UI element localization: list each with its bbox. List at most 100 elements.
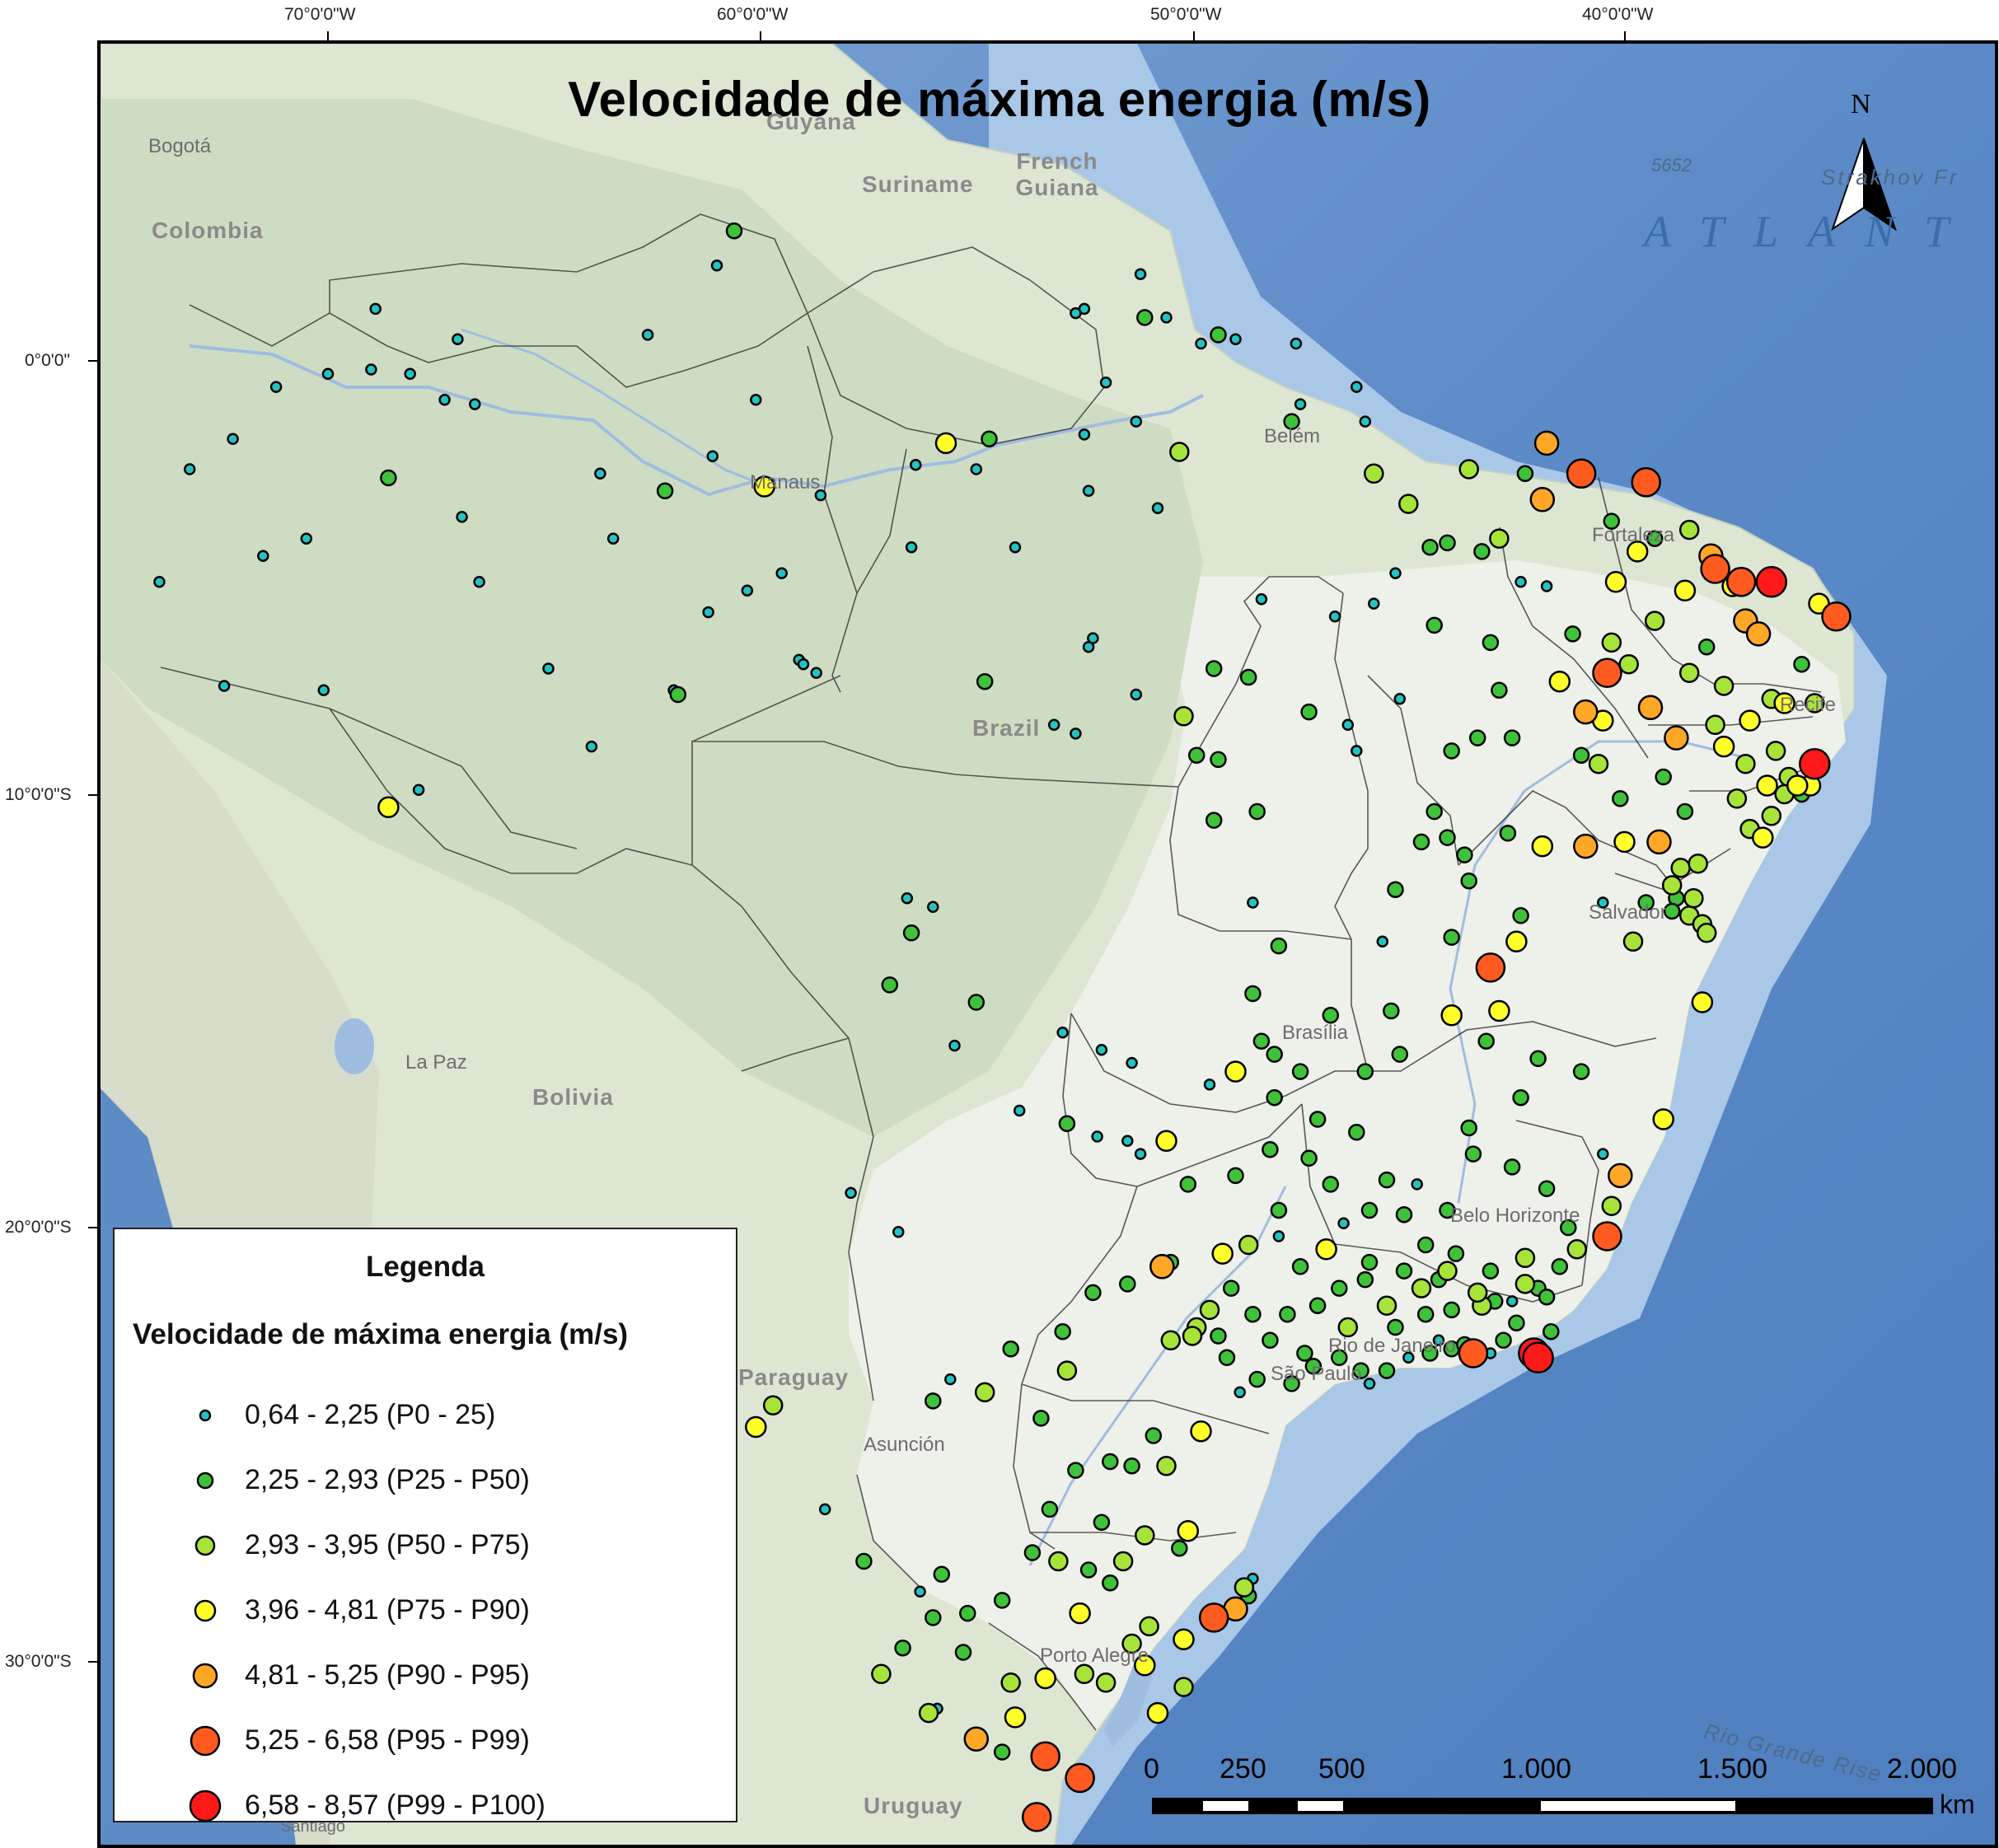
- station-marker: [881, 976, 899, 994]
- station-marker: [1573, 699, 1599, 725]
- lagoa-dos-patos: [1104, 1656, 1154, 1747]
- station-marker: [1021, 1802, 1052, 1832]
- station-marker: [1533, 430, 1560, 456]
- station-marker: [1160, 311, 1173, 324]
- station-marker: [1067, 1462, 1084, 1479]
- station-marker: [974, 1382, 995, 1403]
- legend-label: 4,81 - 5,25 (P90 - P95): [245, 1659, 530, 1691]
- station-marker: [745, 1415, 767, 1439]
- station-marker: [902, 924, 920, 942]
- station-marker: [1376, 1295, 1397, 1316]
- station-marker: [741, 584, 754, 597]
- station-marker: [1458, 459, 1479, 480]
- station-marker: [1363, 1378, 1376, 1390]
- legend-item: 0,64 - 2,25 (P0 - 25): [115, 1391, 736, 1440]
- latitude-label: 30°0'0"S: [5, 1652, 72, 1671]
- scale-label: 1.500: [1697, 1753, 1768, 1785]
- station-marker: [1503, 729, 1521, 746]
- ocean-label: ATLANT: [1644, 207, 1979, 256]
- station-marker: [1522, 1341, 1554, 1374]
- station-marker: [1198, 1602, 1229, 1633]
- station-marker: [1238, 1234, 1259, 1256]
- station-marker: [1156, 1456, 1177, 1476]
- station-marker: [1378, 1362, 1396, 1379]
- station-marker: [1360, 1201, 1379, 1219]
- station-marker: [1514, 576, 1527, 588]
- country-label: Suriname: [862, 171, 974, 197]
- station-marker: [1516, 465, 1534, 483]
- station-marker: [871, 1663, 892, 1685]
- station-marker: [894, 1639, 911, 1657]
- station-marker: [1540, 580, 1553, 592]
- station-marker: [1713, 676, 1734, 696]
- lake-titicaca: [335, 1018, 374, 1074]
- station-marker: [1356, 1063, 1374, 1080]
- station-marker: [1296, 1345, 1313, 1362]
- station-marker: [1674, 579, 1697, 602]
- station-marker: [1548, 670, 1571, 693]
- station-marker: [1048, 1551, 1069, 1572]
- country-label: Brazil: [972, 715, 1041, 741]
- station-marker: [1139, 1616, 1159, 1637]
- legend-label: 2,93 - 3,95 (P50 - P75): [245, 1529, 530, 1560]
- station-marker: [218, 680, 231, 692]
- station-marker: [1566, 458, 1597, 489]
- city-label: Porto Alegre: [1040, 1644, 1149, 1667]
- legend-symbol: [189, 1790, 222, 1822]
- legend-label: 6,58 - 8,57 (P99 - P100): [245, 1790, 545, 1821]
- station-marker: [1387, 881, 1404, 898]
- station-marker: [1112, 1551, 1134, 1572]
- station-markers: [153, 222, 1852, 1832]
- city-label: Asunción: [864, 1434, 945, 1456]
- station-marker: [1572, 746, 1590, 764]
- station-marker: [1177, 1519, 1200, 1542]
- station-marker: [1146, 1701, 1169, 1724]
- legend-item: 6,58 - 8,57 (P99 - P100): [115, 1781, 736, 1831]
- station-marker: [1439, 534, 1456, 552]
- station-marker: [1136, 309, 1154, 326]
- station-marker: [1566, 1239, 1588, 1260]
- station-marker: [1402, 1351, 1415, 1364]
- station-marker: [1387, 1318, 1404, 1336]
- station-marker: [456, 511, 468, 523]
- station-marker: [1755, 566, 1788, 598]
- station-marker: [1761, 806, 1782, 826]
- station-marker: [901, 891, 914, 905]
- station-marker: [914, 1585, 926, 1598]
- station-marker: [1247, 896, 1259, 909]
- longitude-label: 70°0'0"W: [284, 5, 356, 24]
- station-marker: [933, 1565, 951, 1584]
- scale-label: 250: [1220, 1753, 1266, 1785]
- station-marker: [1056, 1027, 1069, 1039]
- station-marker: [1421, 538, 1439, 556]
- station-marker: [1608, 1163, 1633, 1189]
- station-marker: [1095, 1044, 1108, 1056]
- station-marker: [1205, 660, 1223, 677]
- station-marker: [1359, 415, 1372, 428]
- station-marker: [855, 1552, 873, 1570]
- station-marker: [365, 363, 377, 376]
- station-marker: [473, 576, 485, 588]
- station-marker: [1712, 735, 1735, 758]
- station-marker: [1592, 657, 1622, 688]
- station-marker: [1308, 1111, 1327, 1128]
- station-marker: [1210, 326, 1227, 344]
- station-marker: [1211, 1242, 1234, 1265]
- station-marker: [1248, 802, 1266, 821]
- country-label: Paraguay: [738, 1364, 850, 1390]
- station-marker: [1290, 337, 1303, 350]
- station-marker: [380, 469, 397, 487]
- station-marker: [1134, 1654, 1156, 1677]
- station-marker: [1270, 937, 1288, 955]
- station-marker: [944, 1373, 957, 1386]
- legend-symbol: [194, 1535, 216, 1556]
- city-label: La Paz: [405, 1051, 467, 1074]
- station-marker: [1661, 875, 1683, 896]
- station-marker: [1315, 1238, 1337, 1261]
- city-label: Belém: [1264, 425, 1321, 447]
- station-marker: [1182, 1326, 1203, 1346]
- station-marker: [1187, 746, 1205, 764]
- station-marker: [1646, 530, 1664, 547]
- legend-title: Legenda: [366, 1251, 485, 1283]
- station-marker: [1034, 1667, 1056, 1690]
